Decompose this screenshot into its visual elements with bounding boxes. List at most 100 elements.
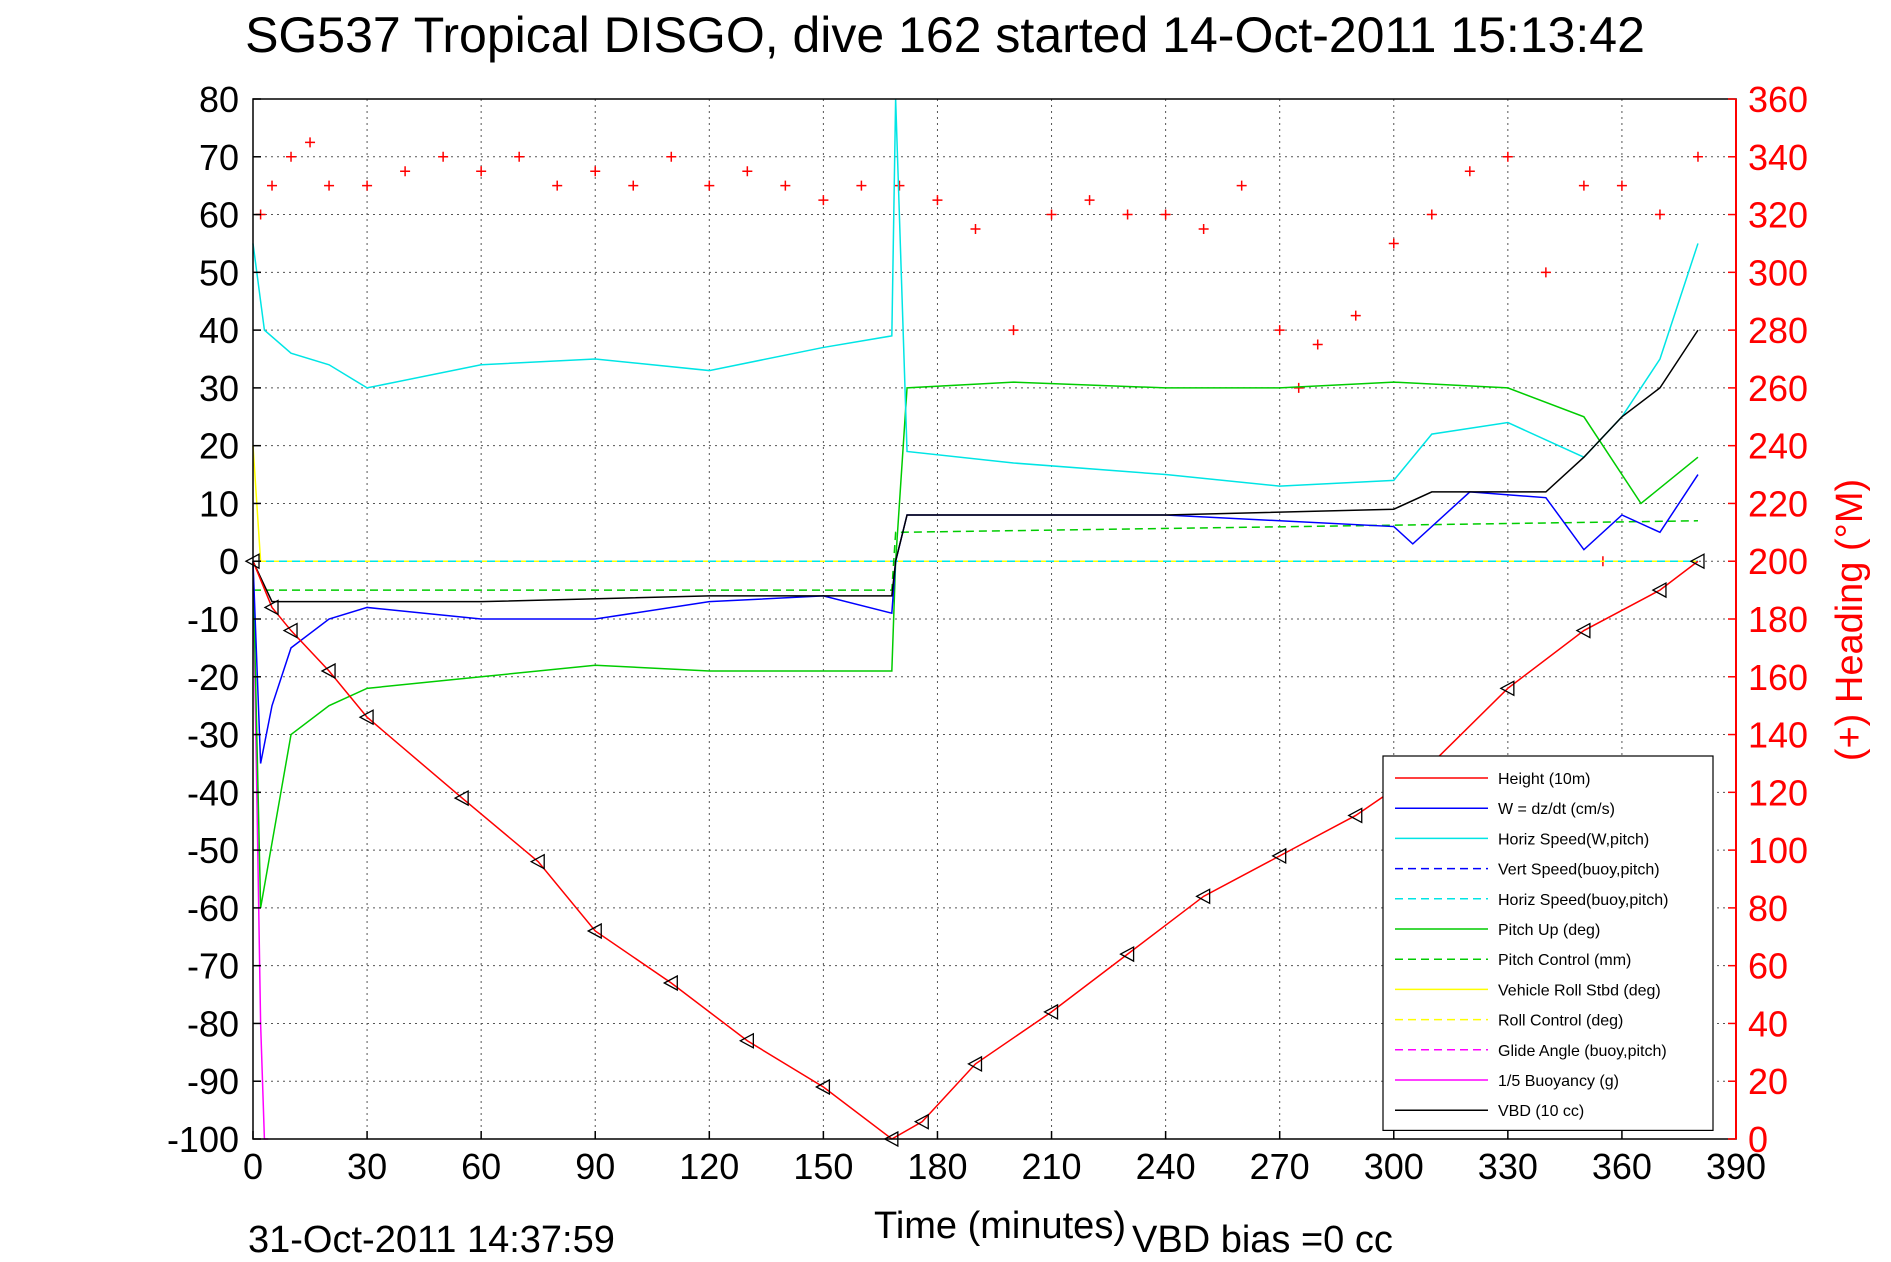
legend-box [1382,755,1714,1131]
y-left-tick-label: -50 [187,830,239,871]
heading-point [666,151,677,162]
series-line [252,560,1699,1140]
x-tick-label: 0 [243,1146,263,1187]
x-tick-label: 390 [1706,1146,1766,1187]
height-marker [1499,680,1515,697]
heading-point [1160,209,1171,220]
heading-point [818,195,829,206]
y-left-tick-label: -20 [187,657,239,698]
series-11 [252,329,1699,603]
y-left-tick-label: 50 [199,252,239,293]
y-right-tick-label: 220 [1748,483,1808,524]
heading-point [1236,180,1247,191]
x-tick-label: 60 [461,1146,501,1187]
y-left-tick-label: -40 [187,772,239,813]
y-left-tick-label: -90 [187,1061,239,1102]
height-marker [453,790,469,807]
y-left-tick-label: -10 [187,599,239,640]
heading-point [704,180,715,191]
heading-point [1008,325,1019,336]
x-tick-label: 150 [793,1146,853,1187]
heading-point [476,166,487,177]
legend-entry: W = dz/dt (cm/s) [1498,801,1615,818]
heading-point [894,180,905,191]
heading-point [438,151,449,162]
heading-point [362,180,373,191]
y-left-tick-label: -30 [187,715,239,756]
heading-point [1578,180,1589,191]
y-left-tick-label: -80 [187,1003,239,1044]
legend-entry: Roll Control (deg) [1498,1013,1623,1030]
heading-point [1274,325,1285,336]
heading-point [590,166,601,177]
heading-point [267,180,278,191]
heading-point [628,180,639,191]
height-marker [1651,582,1667,599]
y-right-tick-label: 360 [1748,79,1808,120]
height-marker [913,1113,929,1130]
x-tick-label: 270 [1250,1146,1310,1187]
legend-entry: Pitch Control (mm) [1498,952,1631,969]
x-tick-label: 300 [1364,1146,1424,1187]
x-tick-label: 90 [575,1146,615,1187]
height-marker [263,599,279,616]
heading-point [286,151,297,162]
chart-title: SG537 Tropical DISGO, dive 162 started 1… [245,7,1645,63]
y-right-tick-label: 60 [1748,946,1788,987]
series-line [252,329,1699,603]
height-marker [282,622,298,639]
y-right-tick-label: 260 [1748,368,1808,409]
legend-entry: Pitch Up (deg) [1498,922,1600,939]
y-right-tick-label: 40 [1748,1003,1788,1044]
heading-point [324,180,335,191]
heading-point [780,180,791,191]
height-marker [529,853,545,870]
x-axis: 0 30 60 90 120 150 180 210 240 270 300 330 360 390 [243,1131,1766,1187]
series-6 [253,520,1698,591]
y-right-tick-label: 180 [1748,599,1808,640]
heading-point [856,180,867,191]
y-right-tick-label: 160 [1748,657,1808,698]
height-marker [1119,946,1135,963]
legend-entry: Vert Speed(buoy,pitch) [1498,862,1660,879]
y-left-tick-label: -100 [167,1119,239,1160]
y-right-tick-label: 300 [1748,252,1808,293]
y-left-tick-label: 0 [219,541,239,582]
heading-point [1122,209,1133,220]
legend-entry: Horiz Speed(buoy,pitch) [1498,892,1668,909]
height-marker [586,922,602,940]
height-marker [1689,553,1705,570]
footer-vbd-bias: VBD bias =0 cc [1132,1219,1393,1261]
heading-point [1654,209,1665,220]
series-line [253,520,1698,591]
heading-point [1426,209,1437,220]
heading-point [1616,180,1627,191]
heading-point [1540,267,1551,278]
y-right-tick-label: 100 [1748,830,1808,871]
heading-point [1388,238,1399,249]
series-5 [252,381,1699,909]
heading-point [742,166,753,177]
height-marker [1347,807,1363,824]
y-left-tick-label: 60 [199,195,239,236]
y-right-tick-label: 280 [1748,310,1808,351]
y-right-tick-label: 340 [1748,137,1808,178]
heading-point [1312,339,1323,350]
heading-point [552,180,563,191]
series-line [252,98,1699,487]
height-marker [358,709,374,726]
y-left-tick-label: 80 [199,79,239,120]
y-right-tick-label: 120 [1748,772,1808,813]
heading-point [1502,151,1513,162]
y-right-tick-label: 240 [1748,426,1808,467]
legend-entry: VBD (10 cc) [1498,1103,1584,1120]
legend-entry: Height (10m) [1498,771,1590,788]
heading-point [1046,209,1057,220]
legend-entry: Vehicle Roll Stbd (deg) [1498,982,1661,999]
heading-point [1293,382,1304,393]
x-tick-label: 180 [907,1146,967,1187]
y-left-tick-label: -60 [187,888,239,929]
x-tick-label: 210 [1021,1146,1081,1187]
x-tick-label: 330 [1478,1146,1538,1187]
